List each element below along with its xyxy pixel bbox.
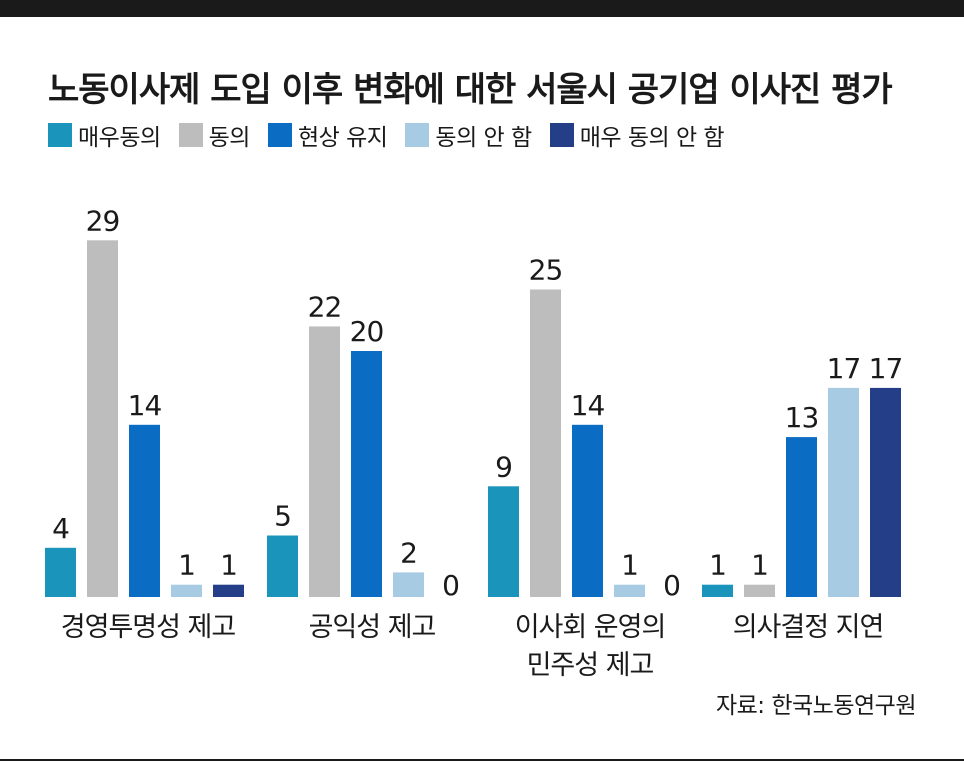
bar-very-agree-3 bbox=[702, 584, 733, 597]
bar-very-agree-1 bbox=[267, 535, 298, 597]
value-label-strongly-disagree-3: 17 bbox=[869, 352, 903, 385]
category-label-2-1: 민주성 제고 bbox=[527, 650, 654, 681]
value-label-very-agree-1: 5 bbox=[274, 500, 291, 533]
legend-label: 매우 동의 안 함 bbox=[579, 125, 725, 151]
value-label-disagree-2: 1 bbox=[621, 549, 638, 582]
bar-agree-0 bbox=[87, 240, 118, 598]
value-label-agree-0: 29 bbox=[86, 204, 120, 237]
bar-strongly-disagree-0 bbox=[213, 584, 244, 597]
bar-status-quo-0 bbox=[129, 424, 160, 597]
category-label-2-0: 이사회 운영의 bbox=[515, 612, 666, 643]
value-label-strongly-disagree-0: 1 bbox=[220, 549, 237, 582]
chart-title: 노동이사제 도입 이후 변화에 대한 서울시 공기업 이사진 평가 bbox=[48, 70, 893, 110]
legend-swatch bbox=[405, 123, 430, 147]
source-note: 자료: 한국노동연구원 bbox=[715, 693, 917, 719]
legend-label: 현상 유지 bbox=[297, 125, 388, 151]
legend-label: 동의 bbox=[208, 125, 251, 151]
value-label-very-agree-3: 1 bbox=[709, 549, 726, 582]
bar-very-agree-0 bbox=[45, 547, 76, 597]
value-label-very-agree-0: 4 bbox=[52, 512, 69, 545]
bar-agree-3 bbox=[744, 584, 775, 597]
category-label-0-0: 경영투명성 제고 bbox=[61, 612, 236, 643]
legend-label: 동의 안 함 bbox=[435, 125, 532, 151]
value-label-disagree-0: 1 bbox=[178, 549, 195, 582]
value-label-disagree-1: 2 bbox=[400, 536, 417, 569]
value-label-status-quo-3: 13 bbox=[785, 401, 819, 434]
legend-swatch bbox=[48, 123, 72, 147]
legend-label: 매우동의 bbox=[78, 125, 161, 151]
bottom-rule bbox=[0, 759, 964, 761]
value-label-very-agree-2: 9 bbox=[495, 450, 512, 483]
legend-swatch bbox=[267, 123, 292, 147]
legend-item-strongly-disagree: 매우 동의 안 함 bbox=[549, 118, 725, 152]
value-label-status-quo-1: 20 bbox=[350, 315, 384, 348]
value-label-agree-3: 1 bbox=[751, 549, 768, 582]
legend-swatch bbox=[178, 123, 203, 147]
value-label-disagree-3: 17 bbox=[827, 352, 861, 385]
legend: 매우동의 동의 현상 유지 동의 안 함 매우 동의 안 함 bbox=[48, 118, 742, 152]
legend-item-very-agree: 매우동의 bbox=[48, 118, 161, 152]
bar-disagree-1 bbox=[393, 572, 424, 597]
bar-disagree-2 bbox=[614, 584, 645, 597]
top-bar bbox=[0, 0, 964, 17]
value-label-strongly-disagree-2: 0 bbox=[663, 569, 680, 602]
category-label-3-0: 의사결정 지연 bbox=[733, 612, 884, 643]
bar-status-quo-3 bbox=[786, 437, 817, 597]
bar-very-agree-2 bbox=[488, 486, 519, 597]
value-label-status-quo-0: 14 bbox=[128, 389, 162, 422]
category-label-1-0: 공익성 제고 bbox=[309, 612, 436, 643]
legend-swatch bbox=[549, 123, 574, 147]
bar-strongly-disagree-3 bbox=[870, 387, 901, 597]
legend-item-disagree: 동의 안 함 bbox=[405, 118, 532, 152]
bar-agree-1 bbox=[309, 326, 340, 597]
bar-disagree-3 bbox=[828, 387, 859, 597]
bar-agree-2 bbox=[530, 289, 561, 597]
bar-status-quo-1 bbox=[351, 351, 382, 597]
bar-disagree-0 bbox=[171, 584, 202, 597]
legend-item-agree: 동의 bbox=[178, 118, 251, 152]
value-label-status-quo-2: 14 bbox=[571, 389, 605, 422]
legend-item-status-quo: 현상 유지 bbox=[267, 118, 388, 152]
value-label-agree-2: 25 bbox=[529, 254, 563, 287]
value-label-strongly-disagree-1: 0 bbox=[442, 569, 459, 602]
bar-status-quo-2 bbox=[572, 424, 603, 597]
value-label-agree-1: 22 bbox=[308, 290, 342, 323]
